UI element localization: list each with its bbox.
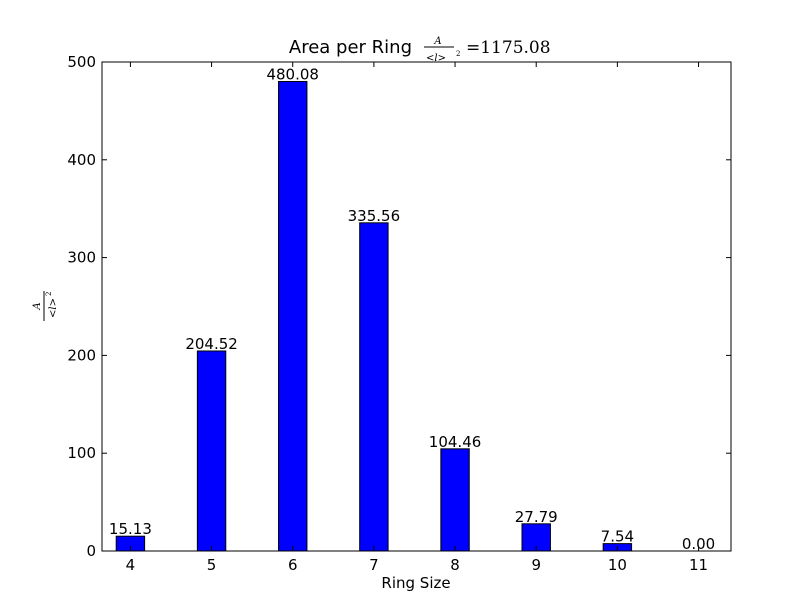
title-formula-numerator: A xyxy=(433,36,441,47)
y-axis-label: A <l> 2 xyxy=(32,291,59,321)
plot-area-frame xyxy=(101,61,732,552)
title-formula-denominator: <l> xyxy=(426,53,446,64)
title-formula-value: =1175.08 xyxy=(466,38,551,58)
bar-7 xyxy=(359,222,389,552)
title-formula: A <l> 2 =1175.08 xyxy=(424,36,551,64)
x-tick-label-4: 4 xyxy=(126,556,136,574)
x-tick-label-8: 8 xyxy=(450,556,460,574)
chart-title: Area per Ring A <l> 2 =1175.08 xyxy=(289,36,551,64)
x-tick-label-7: 7 xyxy=(369,556,379,574)
data-label-9: 27.79 xyxy=(515,508,558,526)
bar-5 xyxy=(196,350,227,552)
x-tick-label-9: 9 xyxy=(531,556,541,574)
title-formula-exponent: 2 xyxy=(456,50,460,58)
y-tick-label-0: 0 xyxy=(86,542,96,560)
x-axis-ticks: 4 5 6 7 8 9 10 11 xyxy=(126,62,708,574)
y-axis-label-exponent: 2 xyxy=(45,292,53,296)
y-tick-label-400: 400 xyxy=(67,151,96,169)
y-tick-label-300: 300 xyxy=(67,249,96,267)
data-label-4: 15.13 xyxy=(109,520,152,538)
x-tick-label-11: 11 xyxy=(689,556,708,574)
data-label-11: 0.00 xyxy=(682,535,715,553)
data-label-7: 335.56 xyxy=(348,207,401,225)
data-labels-group: 15.13 204.52 480.08 335.56 104.46 27.79 7.54 0.… xyxy=(109,65,715,553)
data-label-8: 104.46 xyxy=(429,433,482,451)
x-tick-label-5: 5 xyxy=(207,556,217,574)
y-axis-ticks: 0 100 200 300 400 500 xyxy=(67,53,731,560)
bar-6 xyxy=(278,80,308,552)
y-tick-label-100: 100 xyxy=(67,444,96,462)
bars-group xyxy=(115,80,633,552)
data-label-5: 204.52 xyxy=(185,335,238,353)
x-axis-label: Ring Size xyxy=(381,574,450,592)
y-tick-label-500: 500 xyxy=(67,53,96,71)
y-axis-label-denominator: <l> xyxy=(48,298,59,318)
data-label-10: 7.54 xyxy=(601,528,634,546)
bar-8 xyxy=(440,448,470,552)
chart-title-text: Area per Ring xyxy=(289,37,412,58)
y-axis-label-numerator: A xyxy=(32,302,43,310)
x-tick-label-6: 6 xyxy=(288,556,298,574)
data-label-6: 480.08 xyxy=(266,65,319,83)
x-tick-label-10: 10 xyxy=(608,556,627,574)
y-tick-label-200: 200 xyxy=(67,346,96,364)
